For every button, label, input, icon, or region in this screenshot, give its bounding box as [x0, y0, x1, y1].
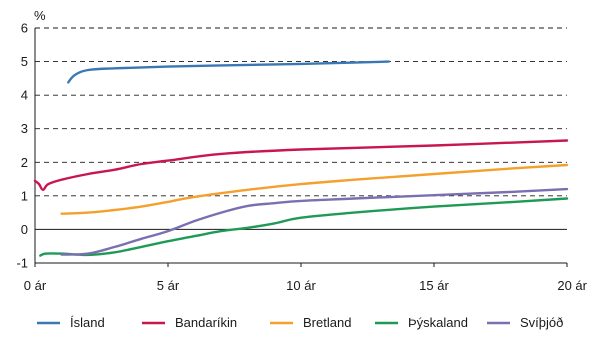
legend-label: Þýskaland: [408, 315, 468, 330]
series-line-0: [67, 60, 390, 84]
legend-label: Bretland: [303, 315, 351, 330]
series-line-2: [60, 163, 569, 215]
y-tick-label: 3: [21, 121, 28, 136]
series-lines: [33, 60, 569, 257]
legend-label: Ísland: [70, 315, 105, 330]
x-axis-ticks: 0 ár 5 ár 10 ár 15 ár 20 ár: [24, 263, 588, 293]
series-line-4: [60, 187, 569, 256]
gridlines: [34, 27, 567, 264]
series-line-3: [39, 197, 569, 257]
legend-label: Bandaríkin: [175, 315, 237, 330]
x-tick-label: 0 ár: [24, 278, 47, 293]
y-tick-label: 5: [21, 54, 28, 69]
x-tick-label: 15 ár: [419, 278, 449, 293]
legend-label: Svíþjóð: [520, 315, 563, 330]
y-axis-unit-label: %: [34, 8, 46, 23]
y-tick-label: 2: [21, 155, 28, 170]
y-axis-ticks: -1 0 1 2 3 4 5 6: [16, 21, 28, 271]
y-tick-label: 1: [21, 188, 28, 203]
y-tick-label: 0: [21, 222, 28, 237]
y-tick-label: 6: [21, 21, 28, 36]
y-tick-label: 4: [21, 88, 28, 103]
y-tick-label: -1: [16, 256, 28, 271]
x-tick-label: 5 ár: [157, 278, 180, 293]
legend: Ísland Bandaríkin Bretland Þýskaland Svíþjóð: [37, 315, 563, 330]
x-tick-label: 20 ár: [557, 278, 587, 293]
series-line-1: [33, 139, 569, 191]
x-tick-label: 10 ár: [286, 278, 316, 293]
